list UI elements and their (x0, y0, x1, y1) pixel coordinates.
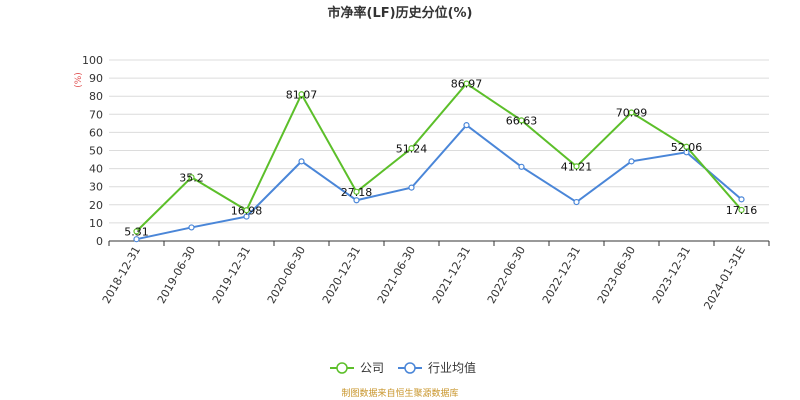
series-line-0 (135, 82, 743, 233)
data-point[interactable] (573, 163, 580, 170)
x-tick-label: 2020-06-30 (265, 244, 308, 306)
data-point[interactable] (683, 143, 690, 150)
y-tick-label: 0 (96, 235, 103, 248)
x-tick-label: 2019-12-31 (210, 244, 253, 306)
data-label: 81.07 (286, 88, 318, 101)
x-tick-label: 2022-06-30 (485, 244, 528, 306)
legend-item-industry-average[interactable]: 行业均值 (398, 360, 476, 375)
data-point[interactable] (463, 122, 470, 129)
data-label: 41.21 (561, 160, 593, 173)
y-tick-label: 100 (82, 54, 103, 67)
x-tick-label: 2023-12-31 (650, 244, 693, 306)
x-tick-label: 2023-06-30 (595, 244, 638, 306)
x-tick-label: 2021-06-30 (375, 244, 418, 306)
data-label: 51.24 (396, 142, 428, 155)
y-tick-label: 70 (89, 108, 103, 121)
data-point[interactable] (133, 228, 140, 235)
legend-label-company: 公司 (360, 361, 384, 375)
x-tick-label: 2020-12-31 (320, 244, 363, 306)
x-tick-label: 2021-12-31 (430, 244, 473, 306)
y-tick-label: 30 (89, 181, 103, 194)
data-point[interactable] (243, 207, 250, 214)
data-point[interactable] (628, 109, 635, 116)
data-point[interactable] (188, 174, 195, 181)
data-label: 52.06 (671, 141, 703, 154)
x-tick-label: 2022-12-31 (540, 244, 583, 306)
y-axis-ticks: 0 10 20 30 40 50 60 70 80 90 100 (82, 54, 103, 248)
y-tick-label: 60 (89, 126, 103, 139)
x-tick-label: 2018-12-31 (100, 244, 143, 306)
data-point[interactable] (518, 117, 525, 124)
data-label: 27.18 (341, 186, 373, 199)
data-point[interactable] (298, 158, 305, 165)
data-point[interactable] (628, 158, 635, 165)
data-point[interactable] (738, 206, 745, 214)
series-line-1 (136, 123, 743, 241)
legend-item-company[interactable]: 公司 (330, 361, 384, 375)
chart-title: 市净率(LF)历史分位(%) (328, 5, 473, 21)
series-group (133, 80, 745, 243)
data-label: 17.16 (726, 204, 758, 217)
y-unit-label: (%) (74, 72, 84, 88)
data-label: 5.31 (124, 225, 149, 238)
data-point[interactable] (133, 236, 140, 243)
data-label: 16.98 (231, 204, 263, 217)
data-label: 35.2 (179, 171, 204, 184)
data-label: 86.97 (451, 78, 483, 91)
data-point[interactable] (298, 91, 305, 98)
data-point[interactable] (518, 163, 525, 170)
data-point[interactable] (408, 145, 415, 152)
x-axis: 2018-12-31 2019-06-30 2019-12-31 2020-06-30… (100, 240, 770, 312)
source-note: 制图数据来自恒生聚源数据库 (341, 387, 458, 399)
y-tick-label: 50 (89, 145, 103, 158)
x-tick-label: 2024-01-31E (701, 244, 748, 312)
data-point[interactable] (243, 213, 250, 220)
data-label: 66.63 (506, 114, 538, 127)
data-point[interactable] (738, 196, 745, 203)
data-point[interactable] (188, 224, 195, 231)
data-point[interactable] (408, 184, 415, 191)
data-labels: 5.31 35.2 16.98 81.07 27.18 51.24 86.97 66.63 41… (124, 78, 757, 239)
y-tick-label: 90 (89, 72, 103, 85)
data-point[interactable] (353, 188, 360, 195)
x-tick-label: 2019-06-30 (155, 244, 198, 306)
legend-label-industry-average: 行业均值 (428, 360, 476, 375)
legend: 公司 行业均值 (330, 360, 476, 375)
data-point[interactable] (353, 197, 360, 204)
data-point[interactable] (463, 80, 470, 87)
y-tick-label: 10 (89, 217, 103, 230)
y-tick-label: 40 (89, 163, 103, 176)
y-tick-label: 20 (89, 199, 103, 212)
data-point[interactable] (573, 198, 580, 206)
data-label: 70.99 (616, 107, 648, 120)
y-tick-label: 80 (89, 90, 103, 103)
